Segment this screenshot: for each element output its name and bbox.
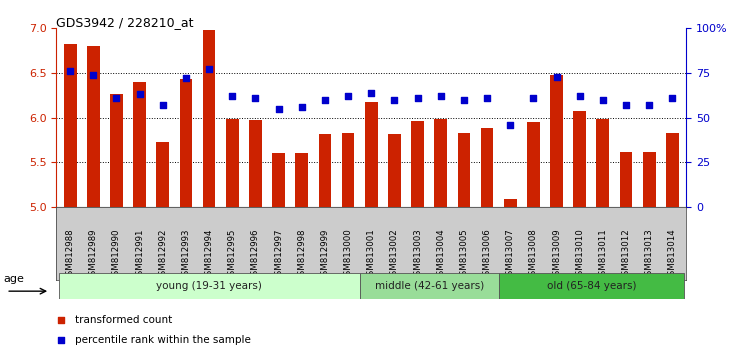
Point xyxy=(574,93,586,99)
Text: age: age xyxy=(4,274,25,284)
Point xyxy=(388,97,400,103)
Point xyxy=(412,95,424,101)
Point xyxy=(110,95,122,101)
Bar xyxy=(87,46,100,207)
Point xyxy=(250,95,262,101)
Bar xyxy=(134,82,146,207)
Bar xyxy=(365,102,377,207)
Point xyxy=(157,102,169,108)
Bar xyxy=(226,120,238,207)
Point xyxy=(87,72,99,78)
Point xyxy=(481,95,493,101)
Point xyxy=(435,93,447,99)
Text: old (65-84 years): old (65-84 years) xyxy=(547,281,636,291)
Bar xyxy=(58,273,360,299)
Bar xyxy=(64,44,76,207)
Point xyxy=(64,68,76,74)
Text: GDS3942 / 228210_at: GDS3942 / 228210_at xyxy=(56,16,194,29)
Bar xyxy=(458,133,470,207)
Bar xyxy=(573,110,586,207)
Point xyxy=(458,97,470,103)
Bar xyxy=(179,79,192,207)
Bar xyxy=(481,129,494,207)
Bar xyxy=(434,119,447,207)
Point xyxy=(56,317,68,323)
Point xyxy=(527,95,539,101)
Bar xyxy=(504,199,517,207)
Point xyxy=(666,95,678,101)
Text: transformed count: transformed count xyxy=(75,315,172,325)
Bar xyxy=(388,134,400,207)
Point xyxy=(550,74,562,79)
Bar xyxy=(342,133,355,207)
Point xyxy=(226,93,238,99)
Point xyxy=(180,75,192,81)
Bar xyxy=(499,273,684,299)
Bar xyxy=(319,134,332,207)
Bar xyxy=(272,154,285,207)
Point xyxy=(365,90,377,96)
Bar xyxy=(202,30,215,207)
Bar xyxy=(620,152,632,207)
Bar xyxy=(296,154,308,207)
Bar xyxy=(596,120,609,207)
Bar xyxy=(527,122,540,207)
Bar xyxy=(550,75,563,207)
Bar xyxy=(249,120,262,207)
Text: middle (42-61 years): middle (42-61 years) xyxy=(374,281,484,291)
Point xyxy=(644,102,656,108)
Bar xyxy=(110,93,123,207)
Point xyxy=(620,102,632,108)
Point xyxy=(342,93,354,99)
Point xyxy=(134,92,146,97)
Point xyxy=(272,106,284,112)
Text: percentile rank within the sample: percentile rank within the sample xyxy=(75,335,250,345)
Bar xyxy=(360,273,499,299)
Point xyxy=(597,97,609,103)
Point xyxy=(319,97,331,103)
Point xyxy=(296,104,307,110)
Bar xyxy=(666,133,679,207)
Bar xyxy=(157,142,170,207)
Point xyxy=(56,337,68,343)
Text: young (19-31 years): young (19-31 years) xyxy=(156,281,262,291)
Bar xyxy=(411,121,424,207)
Point xyxy=(203,67,215,72)
Bar xyxy=(643,152,656,207)
Point xyxy=(504,122,516,128)
